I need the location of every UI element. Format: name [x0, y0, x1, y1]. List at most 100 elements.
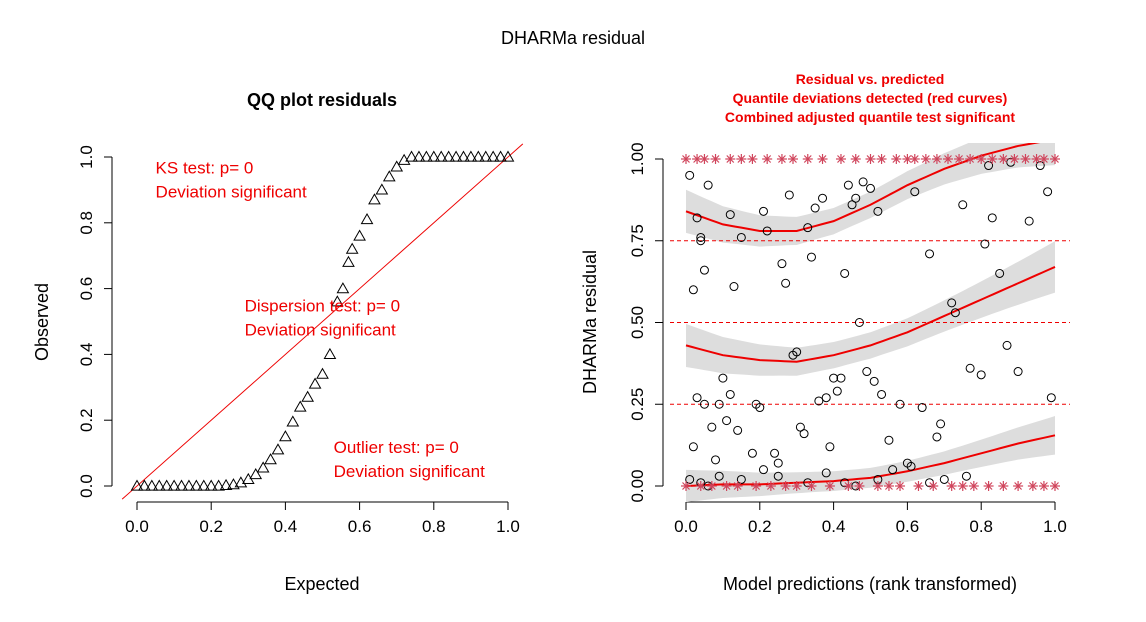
outlier-star-high — [747, 154, 758, 164]
residual-point — [773, 458, 783, 468]
qq-x-tick-label: 0.6 — [348, 517, 372, 536]
outlier-star-low-stroke — [781, 482, 790, 490]
outlier-star-low — [721, 481, 732, 491]
residual-point — [895, 399, 905, 409]
residual-point — [987, 213, 997, 223]
residual-point — [939, 474, 949, 484]
outlier-star-high — [835, 154, 846, 164]
residual-plot-panel: Residual vs. predicted Quantile deviatio… — [580, 71, 1070, 594]
outlier-star-low — [895, 481, 906, 491]
residual-point — [729, 282, 739, 292]
qq-point — [449, 150, 463, 162]
qq-point — [189, 479, 203, 491]
outlier-star-low — [751, 481, 762, 491]
residual-point — [781, 278, 791, 288]
outlier-star-high-stroke — [778, 155, 786, 163]
qq-point — [427, 150, 441, 162]
figure-main-title: DHARMa residual — [501, 28, 645, 48]
residual-point — [858, 177, 868, 187]
residual-point — [810, 203, 820, 213]
residual-point — [699, 399, 709, 409]
residual-point — [692, 393, 702, 403]
residual-point — [873, 206, 883, 216]
outlier-star-low — [883, 481, 894, 491]
residual-point — [703, 180, 713, 190]
outlier-star-low-stroke — [947, 482, 956, 490]
outlier-star-low — [913, 481, 924, 491]
residual-x-tick-label: 0.6 — [896, 517, 920, 536]
outlier-star-low-stroke — [752, 482, 761, 490]
residual-point — [688, 285, 698, 295]
residual-point — [1035, 161, 1045, 171]
outlier-star-high — [998, 154, 1009, 164]
residual-point — [1024, 216, 1034, 226]
residual-x-tick-label: 0.4 — [822, 517, 846, 536]
residual-point — [685, 170, 695, 180]
residual-point — [696, 232, 706, 242]
outlier-star-high — [817, 154, 828, 164]
outlier-star-high-stroke — [977, 155, 986, 163]
outlier-star-high-stroke — [1010, 155, 1019, 163]
residual-title-line-2: Quantile deviations detected (red curves… — [733, 90, 1008, 106]
residual-point — [714, 399, 724, 409]
residual-point — [777, 259, 787, 269]
residual-point — [917, 403, 927, 413]
qq-x-tick-label: 0.8 — [422, 517, 446, 536]
outlier-star-high-stroke — [737, 155, 746, 163]
outlier-star-high — [1038, 154, 1049, 164]
qq-point — [279, 430, 292, 442]
qq-annotation-0-line-0: KS test: p= 0 — [156, 158, 254, 177]
outlier-star-low-stroke — [855, 482, 864, 490]
outlier-star-high-stroke — [903, 155, 912, 163]
residual-y-axis-label: DHARMa residual — [580, 250, 600, 394]
residual-point — [1046, 393, 1056, 403]
residual-point — [762, 226, 772, 236]
outlier-star-high-stroke — [1021, 155, 1030, 163]
outlier-star-low — [983, 481, 994, 491]
residual-inner — [685, 143, 1056, 503]
outlier-star-high — [1020, 154, 1031, 164]
residual-point — [1043, 187, 1053, 197]
residual-point — [707, 422, 717, 432]
qq-plot-title: QQ plot residuals — [247, 90, 397, 110]
outlier-star-low — [791, 481, 802, 491]
residual-point — [832, 386, 842, 396]
residual-point — [799, 429, 809, 439]
outlier-star-high-stroke — [693, 155, 701, 163]
outlier-star-high-stroke — [726, 155, 735, 163]
residual-point — [821, 468, 831, 478]
outlier-star-low-stroke — [733, 482, 742, 490]
outlier-star-low — [765, 481, 776, 491]
outlier-star-high-stroke — [932, 155, 941, 163]
qq-point — [271, 443, 285, 455]
qq-point — [479, 150, 493, 162]
outlier-star-high — [699, 154, 710, 164]
residual-point — [869, 376, 879, 386]
qq-x-tick-label: 0.0 — [125, 517, 149, 536]
residual-point — [692, 213, 702, 223]
residual-point — [840, 268, 850, 278]
qq-point — [412, 150, 426, 162]
outlier-star-high-stroke — [921, 155, 930, 163]
qq-annotation-2-line-0: Outlier test: p= 0 — [334, 438, 459, 457]
outlier-star-high — [710, 154, 721, 164]
outlier-star-low-stroke — [984, 482, 993, 490]
qq-point — [256, 461, 270, 473]
outlier-star-low-stroke — [896, 482, 904, 490]
outlier-star-low — [732, 481, 743, 491]
residual-point — [696, 236, 706, 246]
outlier-star-low-stroke — [696, 482, 705, 490]
quantile-curve-0 — [685, 143, 1041, 232]
outlier-star-high — [725, 154, 736, 164]
residual-point — [736, 474, 746, 484]
outlier-star-high-stroke — [910, 155, 919, 163]
residual-point — [932, 432, 942, 442]
qq-point — [360, 213, 374, 225]
outlier-star-low-stroke — [1051, 482, 1059, 490]
qq-x-tick-label: 1.0 — [496, 517, 520, 536]
qq-point — [420, 150, 433, 162]
qq-point — [145, 479, 159, 491]
qq-point — [342, 255, 355, 267]
residual-point — [714, 471, 724, 481]
outlier-star-high — [788, 154, 799, 164]
